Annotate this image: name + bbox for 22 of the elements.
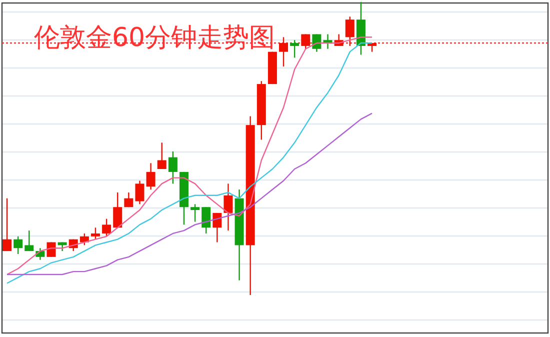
text: 伦敦金60分钟走势图 xyxy=(34,23,276,53)
candlestick xyxy=(279,36,288,68)
candlestick xyxy=(124,192,134,208)
candlestick xyxy=(157,142,166,170)
candlestick xyxy=(113,192,122,228)
candlestick xyxy=(102,218,112,237)
candlestick xyxy=(24,230,34,252)
candlestick xyxy=(190,204,200,222)
candlestick xyxy=(168,150,178,184)
candlestick xyxy=(224,183,233,232)
candlestick xyxy=(345,16,354,47)
candlestick xyxy=(146,162,156,190)
candlestick xyxy=(290,39,300,58)
candlestick xyxy=(202,206,211,234)
candlestick xyxy=(212,212,222,243)
candlestick xyxy=(80,232,89,246)
candlestick xyxy=(90,227,100,240)
candlestick xyxy=(312,34,322,52)
candlestick xyxy=(2,198,12,252)
candlestick xyxy=(301,34,310,50)
candlestick xyxy=(135,180,144,205)
candlestick xyxy=(14,236,23,255)
